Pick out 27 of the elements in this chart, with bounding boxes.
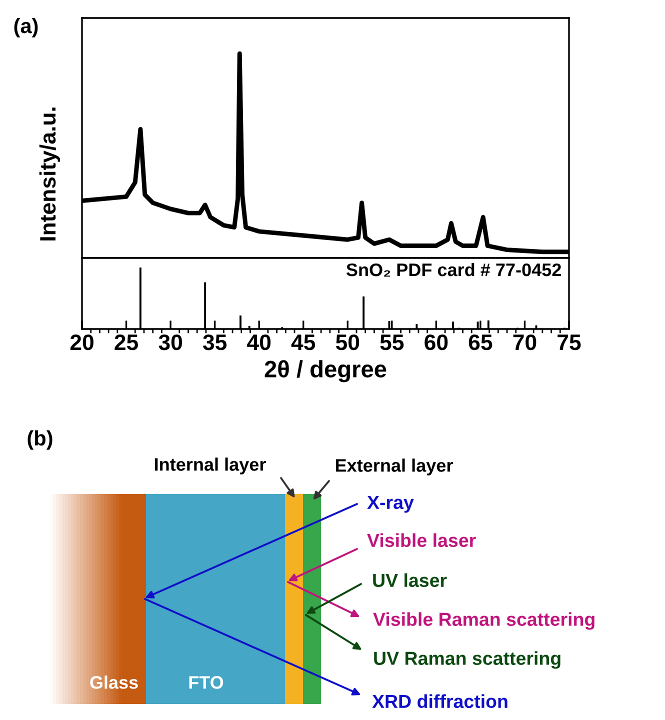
x-tick-label: 50 [336, 334, 360, 350]
text: External layer [336, 458, 453, 476]
text: UV Raman scattering [374, 651, 560, 669]
x-tick-label: 40 [247, 334, 271, 350]
text: XRD diffraction [372, 694, 508, 708]
x-tick-label: 45 [291, 334, 316, 350]
x-tick-label: 65 [468, 334, 492, 350]
text: Internal layer [155, 458, 266, 474]
x-tick-label: 75 [558, 334, 581, 350]
y-axis-title: Intensity/a.u. [39, 108, 60, 240]
x-tick-label: 70 [513, 334, 536, 350]
text: X-ray [367, 496, 414, 513]
x-axis-title: 2θ / degree [264, 360, 386, 382]
text: UV laser [373, 573, 447, 588]
x-tick-label: 55 [380, 334, 404, 350]
x-tick-label: 35 [202, 334, 227, 350]
x-tick-label: 25 [114, 334, 138, 350]
text: FTO [189, 676, 224, 689]
annotation: SnO₂ PDF card # 77-0452 [346, 262, 561, 277]
x-tick-label: 60 [424, 334, 448, 350]
chart-title: (a) [14, 18, 38, 38]
text: Visible Raman scattering [373, 612, 594, 630]
x-tick-label: 30 [158, 334, 182, 350]
text: (b) [28, 430, 52, 450]
text: Glass [90, 676, 138, 689]
x-tick-label: 20 [70, 334, 94, 350]
text: Visible laser [367, 533, 476, 548]
